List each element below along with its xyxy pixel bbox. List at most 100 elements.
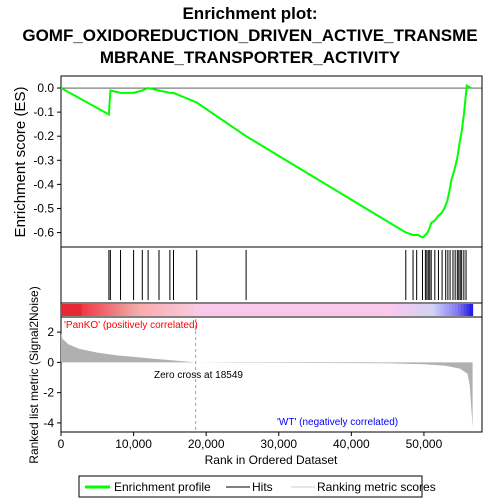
colorbar-segment bbox=[372, 304, 377, 316]
colorbar-segment bbox=[469, 304, 474, 316]
colorbar-segment bbox=[243, 304, 247, 316]
colorbar-segment bbox=[84, 304, 89, 316]
colorbar-segment bbox=[390, 304, 394, 316]
colorbar-segment bbox=[451, 304, 456, 316]
colorbar-segment bbox=[387, 304, 391, 316]
colorbar-segment bbox=[431, 304, 435, 316]
colorbar-segment bbox=[166, 304, 171, 316]
colorbar-segment bbox=[190, 304, 194, 316]
ranked-xtick-label: 50,000 bbox=[406, 437, 443, 451]
colorbar-segment bbox=[219, 304, 224, 316]
colorbar-segment bbox=[299, 304, 303, 316]
colorbar-segment bbox=[128, 304, 133, 316]
colorbar-segment bbox=[113, 304, 118, 316]
colorbar-segment bbox=[404, 304, 409, 316]
colorbar-segment bbox=[305, 304, 309, 316]
colorbar-segment bbox=[231, 304, 236, 316]
es-line bbox=[60, 83, 472, 239]
colorbar-segment bbox=[266, 304, 271, 316]
colorbar-segment bbox=[152, 304, 156, 316]
colorbar-segment bbox=[66, 304, 71, 316]
colorbar-segment bbox=[384, 304, 388, 316]
es-panel: 0.0 -0.1 -0.2 -0.3 -0.4 -0.5 -0.6 bbox=[33, 81, 482, 240]
colorbar-segment bbox=[328, 304, 333, 316]
ranked-ytick-label: -2 bbox=[43, 386, 54, 400]
colorbar-segment bbox=[78, 304, 83, 316]
colorbar-segment bbox=[454, 304, 459, 316]
colorbar-segment bbox=[363, 304, 368, 316]
colorbar-segment bbox=[87, 304, 91, 316]
rank-colorbar bbox=[61, 304, 474, 316]
colorbar-segment bbox=[246, 304, 250, 316]
colorbar-segment bbox=[228, 304, 233, 316]
colorbar-segment bbox=[72, 304, 77, 316]
colorbar-segment bbox=[322, 304, 327, 316]
colorbar-segment bbox=[252, 304, 256, 316]
colorbar-segment bbox=[99, 304, 103, 316]
es-ylabel: Enrichment score (ES) bbox=[12, 87, 29, 238]
colorbar-segment bbox=[61, 304, 65, 316]
colorbar-segment bbox=[293, 304, 297, 316]
legend-hits-label: Hits bbox=[252, 480, 273, 494]
colorbar-segment bbox=[155, 304, 159, 316]
colorbar-segment bbox=[349, 304, 353, 316]
colorbar-segment bbox=[158, 304, 162, 316]
hits-panel-frame bbox=[60, 246, 483, 304]
colorbar-segment bbox=[105, 304, 109, 316]
colorbar-segment bbox=[202, 304, 206, 316]
es-ytick-label: 0.0 bbox=[37, 81, 54, 95]
colorbar-segment bbox=[140, 304, 144, 316]
ranked-xtick-label: 40,000 bbox=[333, 437, 370, 451]
colorbar-segment bbox=[160, 304, 165, 316]
colorbar-segment bbox=[443, 304, 447, 316]
colorbar-segment bbox=[63, 304, 68, 316]
colorbar-segment bbox=[416, 304, 421, 316]
colorbar-segment bbox=[343, 304, 347, 316]
colorbar-segment bbox=[354, 304, 359, 316]
colorbar-segment bbox=[260, 304, 265, 316]
colorbar-segment bbox=[334, 304, 338, 316]
colorbar-segment bbox=[249, 304, 253, 316]
es-ytick-label: -0.4 bbox=[33, 177, 54, 191]
colorbar-segment bbox=[422, 304, 427, 316]
colorbar-segment bbox=[375, 304, 380, 316]
ranked-metric-area bbox=[61, 333, 473, 428]
colorbar-segment bbox=[346, 304, 350, 316]
colorbar-segment bbox=[307, 304, 312, 316]
colorbar-segment bbox=[410, 304, 415, 316]
colorbar-segment bbox=[331, 304, 335, 316]
es-ytick-label: -0.5 bbox=[33, 201, 54, 215]
colorbar-segment bbox=[143, 304, 147, 316]
colorbar-segment bbox=[193, 304, 197, 316]
colorbar-segment bbox=[340, 304, 344, 316]
title-line-3: MBRANE_TRANSPORTER_ACTIVITY bbox=[100, 48, 401, 67]
colorbar-segment bbox=[396, 304, 400, 316]
colorbar-segment bbox=[225, 304, 230, 316]
colorbar-segment bbox=[437, 304, 441, 316]
colorbar-segment bbox=[205, 304, 209, 316]
ranked-panel-frame bbox=[60, 316, 483, 433]
colorbar-segment bbox=[357, 304, 362, 316]
colorbar-segment bbox=[466, 304, 471, 316]
colorbar-segment bbox=[257, 304, 262, 316]
colorbar-segment bbox=[287, 304, 291, 316]
es-ytick-label: -0.2 bbox=[33, 129, 54, 143]
colorbar-segment bbox=[116, 304, 121, 316]
colorbar-segment bbox=[316, 304, 321, 316]
colorbar-segment bbox=[196, 304, 200, 316]
colorbar-segment bbox=[460, 304, 465, 316]
colorbar-segment bbox=[310, 304, 315, 316]
colorbar-segment bbox=[393, 304, 397, 316]
ranked-ytick-label: 0 bbox=[47, 355, 54, 369]
colorbar-segment bbox=[163, 304, 168, 316]
colorbar-segment bbox=[90, 304, 94, 316]
ranked-xlabel: Rank in Ordered Dataset bbox=[205, 453, 338, 467]
colorbar-segment bbox=[110, 304, 115, 316]
colorbar-segment bbox=[369, 304, 374, 316]
colorbar-segment bbox=[278, 304, 283, 316]
colorbar-segment bbox=[255, 304, 259, 316]
legend-es-label: Enrichment profile bbox=[114, 480, 211, 494]
colorbar-segment bbox=[263, 304, 268, 316]
title-line-1: Enrichment plot: bbox=[182, 4, 317, 23]
